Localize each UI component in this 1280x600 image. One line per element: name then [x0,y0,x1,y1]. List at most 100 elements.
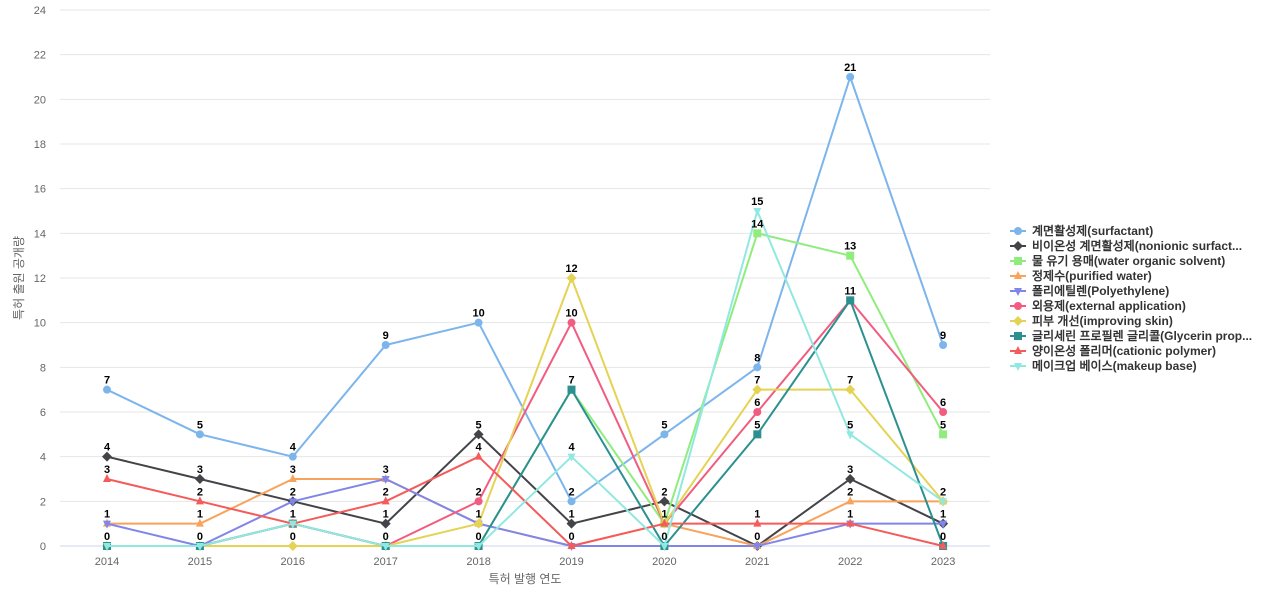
legend-marker[interactable] [1014,271,1022,279]
data-point[interactable] [939,430,948,439]
data-point[interactable] [194,474,205,484]
data-point[interactable] [753,543,762,551]
data-point[interactable] [288,498,297,507]
data-label: 0 [568,531,574,543]
data-point[interactable] [845,384,856,395]
legend-item[interactable]: 폴리에틸렌(Polyethylene) [1010,283,1169,298]
data-point[interactable] [566,273,577,283]
data-point[interactable] [288,474,297,482]
data-point[interactable] [753,363,762,372]
legend-item[interactable]: 비이온성 계면활성제(nonionic surfact... [1010,238,1242,253]
data-point[interactable] [567,541,576,549]
legend-marker[interactable] [1013,241,1023,251]
series-line[interactable] [106,433,945,547]
data-point[interactable] [753,408,762,416]
data-point[interactable] [473,518,484,529]
data-point[interactable] [287,541,298,551]
data-point[interactable] [195,496,204,505]
data-point[interactable] [381,476,390,484]
legend-item[interactable]: 양이온성 폴리머(cationic polymer) [1010,343,1216,358]
data-point[interactable] [567,385,576,394]
data-point[interactable] [567,497,576,506]
data-point[interactable] [846,431,855,440]
data-label: 3 [290,464,296,476]
data-point[interactable] [102,451,112,462]
data-point[interactable] [195,430,204,439]
data-point[interactable] [939,408,948,416]
data-point[interactable] [846,496,855,505]
series-line[interactable] [106,76,945,503]
data-label: 0 [383,531,389,543]
data-point[interactable] [846,518,855,527]
x-tick-label: 2015 [188,556,212,568]
data-point[interactable] [473,429,484,440]
legend-item[interactable]: 메이크업 베이스(makeup base) [1010,358,1197,373]
legend-marker[interactable] [1013,316,1023,326]
data-point[interactable] [753,229,762,238]
data-point[interactable] [939,341,948,349]
series-line[interactable] [106,478,945,547]
data-point[interactable] [939,498,948,507]
data-label: 3 [847,464,853,476]
data-point[interactable] [845,474,856,484]
data-point[interactable] [381,543,390,551]
x-axis-ticks: 2014 2015 2016 2017 2018 2019 2020 2021 2022 2023 [95,556,956,568]
data-point[interactable] [381,341,390,349]
data-point[interactable] [195,518,204,527]
legend-label: 계면활성제(surfactant) [1032,223,1153,238]
data-point[interactable] [474,497,483,506]
data-point[interactable] [474,543,483,551]
data-point[interactable] [846,251,855,260]
legend-item[interactable]: 외용제(external application) [1010,298,1186,313]
data-point[interactable] [103,520,111,529]
data-point[interactable] [381,496,390,505]
series-line[interactable] [106,210,945,547]
legend-marker[interactable] [1014,363,1022,371]
legend-marker[interactable] [1014,332,1022,340]
gridlines [60,9,990,547]
data-label: 21 [844,62,856,74]
data-point[interactable] [567,318,576,327]
data-label: 1 [940,509,946,521]
data-label: 1 [104,509,110,521]
data-point[interactable] [474,318,483,327]
data-point[interactable] [103,385,111,394]
data-point[interactable] [103,474,111,482]
legend-item[interactable]: 정제수(purified water) [1010,268,1152,283]
legend-marker[interactable] [1014,302,1022,310]
data-point[interactable] [380,518,391,529]
data-point[interactable] [752,384,763,395]
data-point[interactable] [288,520,297,529]
data-label: 4 [476,442,483,454]
legend-item[interactable]: 계면활성제(surfactant) [1010,223,1153,238]
data-point[interactable] [939,520,948,529]
data-label: 5 [476,419,482,431]
data-point[interactable] [753,518,762,527]
data-point[interactable] [474,451,483,460]
series-line[interactable] [106,277,945,547]
data-point[interactable] [195,543,204,551]
data-point[interactable] [660,543,669,551]
data-point[interactable] [846,73,855,81]
x-tick-label: 2021 [745,556,769,568]
data-point[interactable] [846,296,855,305]
data-point[interactable] [660,430,669,439]
legend-marker[interactable] [1014,288,1022,296]
legend-marker[interactable] [1014,227,1022,235]
series-line[interactable] [106,478,945,547]
data-point[interactable] [659,496,670,507]
legend-marker[interactable] [1014,346,1022,354]
legend-item[interactable]: 물 유기 용매(water organic solvent) [1010,253,1225,268]
data-point[interactable] [566,518,577,529]
data-point[interactable] [939,541,948,549]
data-point[interactable] [288,452,297,461]
legend-marker[interactable] [1014,257,1022,265]
data-point[interactable] [753,430,762,439]
data-label: 1 [290,509,296,521]
legend-item[interactable]: 피부 개선(improving skin) [1010,313,1173,328]
data-point[interactable] [103,543,111,551]
data-point[interactable] [567,453,576,462]
legend-item[interactable]: 글리세린 프로필렌 글리콜(Glycerin prop... [1010,328,1252,343]
data-point[interactable] [753,208,762,216]
data-point[interactable] [660,518,669,527]
